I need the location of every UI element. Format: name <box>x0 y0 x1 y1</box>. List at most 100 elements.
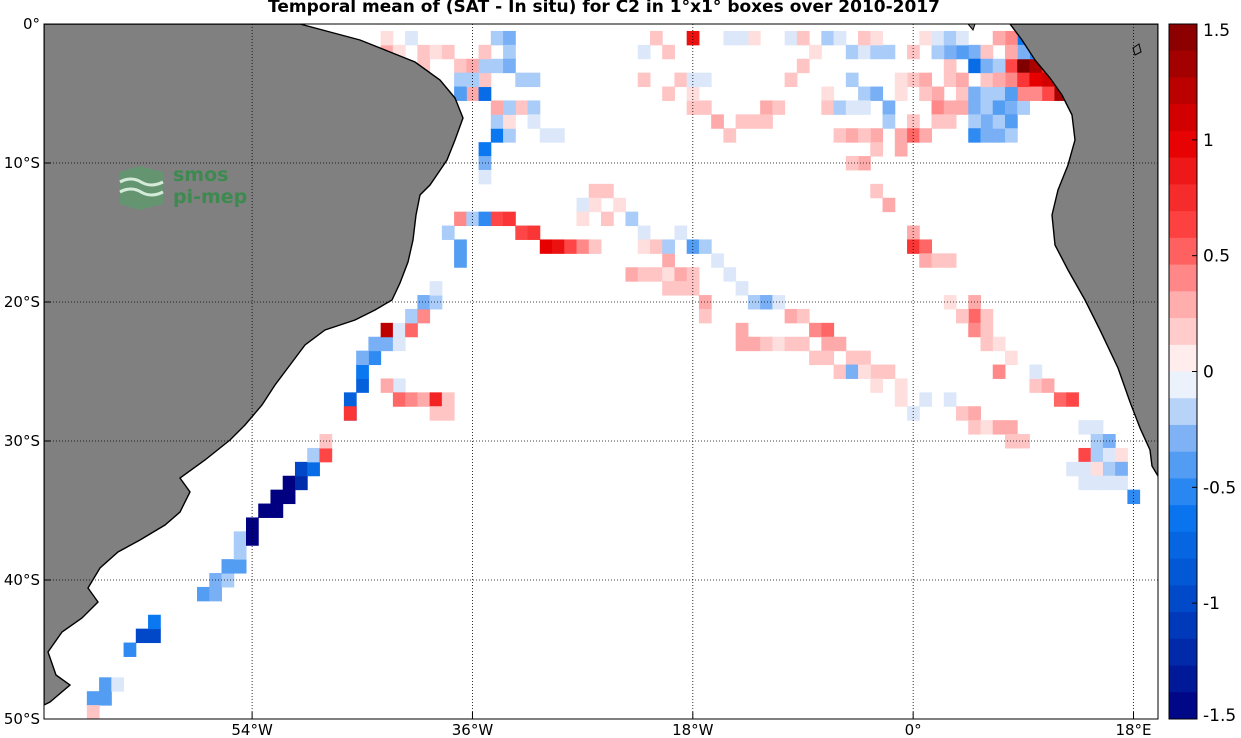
heatmap-cell <box>417 308 431 324</box>
heatmap-cell <box>343 406 357 421</box>
heatmap-cell <box>907 44 920 60</box>
heatmap-cells <box>86 30 1141 719</box>
heatmap-cell <box>343 392 357 407</box>
heatmap-cell <box>148 614 161 630</box>
heatmap-cell <box>980 58 994 74</box>
colorbar-swatch <box>1169 157 1197 185</box>
heatmap-cell <box>99 677 112 692</box>
colorbar-tick-label: 1.5 <box>1203 21 1230 41</box>
heatmap-cell <box>980 100 994 115</box>
heatmap-cell <box>588 239 602 254</box>
gridlines <box>44 24 1158 719</box>
heatmap-cell <box>454 72 467 88</box>
heatmap-cell <box>821 350 835 366</box>
heatmap-cell <box>919 128 933 143</box>
heatmap-cell <box>882 364 896 379</box>
colorbar-swatch <box>1169 505 1197 533</box>
heatmap-cell <box>148 628 161 644</box>
colorbar-swatch <box>1169 211 1197 239</box>
heatmap-cell <box>980 308 994 324</box>
heatmap-cell <box>870 44 884 60</box>
colorbar-tick-label: 1 <box>1203 131 1214 151</box>
heatmap-cell <box>588 183 602 199</box>
heatmap-cell <box>858 86 871 101</box>
lat-tick-label: 10°S <box>4 154 40 172</box>
heatmap-cell <box>454 58 467 74</box>
lat-tick-label: 30°S <box>4 432 40 450</box>
heatmap-cell <box>833 336 847 352</box>
heatmap-cell <box>956 100 969 115</box>
heatmap-cell <box>1004 30 1018 46</box>
lon-tick-label: 18°E <box>1115 721 1151 738</box>
heatmap-cell <box>980 86 994 101</box>
heatmap-cell <box>380 322 394 338</box>
colorbar-swatch <box>1169 264 1197 292</box>
heatmap-cell <box>1102 447 1116 463</box>
heatmap-cell <box>649 239 663 254</box>
heatmap-cell <box>221 559 235 574</box>
heatmap-cell <box>956 86 969 101</box>
heatmap-cell <box>625 267 639 282</box>
heatmap-cell <box>1029 86 1043 101</box>
heatmap-cell <box>245 531 259 546</box>
colorbar-swatch <box>1169 531 1197 560</box>
map-panel <box>43 23 1159 720</box>
heatmap-cell <box>662 86 675 101</box>
heatmap-cell <box>735 322 749 338</box>
colorbar-swatch <box>1169 24 1197 52</box>
heatmap-cell <box>405 392 418 407</box>
heatmap-cell <box>86 691 100 706</box>
colorbar-tick-label: 0 <box>1203 363 1214 383</box>
africa-land <box>1009 24 1158 478</box>
heatmap-cell <box>956 72 969 88</box>
heatmap-cell <box>637 72 651 88</box>
heatmap-cell <box>1004 420 1018 435</box>
heatmap-cell <box>686 30 700 46</box>
heatmap-cell <box>674 281 688 296</box>
heatmap-cell <box>552 239 565 254</box>
heatmap-cell <box>882 100 896 115</box>
heatmap-cell <box>503 58 516 74</box>
heatmap-cell <box>601 183 614 199</box>
heatmap-cell <box>197 586 210 602</box>
heatmap-cell <box>772 100 786 115</box>
heatmap-cell <box>735 281 749 296</box>
heatmap-cell <box>870 142 884 157</box>
heatmap-cell <box>723 267 737 282</box>
heatmap-cell <box>845 350 859 366</box>
heatmap-cell <box>454 211 467 227</box>
heatmap-cell <box>747 295 761 310</box>
heatmap-cell <box>1102 461 1116 477</box>
heatmap-cell <box>417 295 431 310</box>
heatmap-cell <box>735 30 749 46</box>
heatmap-cell <box>490 128 504 143</box>
heatmap-cell <box>282 489 296 505</box>
heatmap-cell <box>429 44 443 60</box>
heatmap-cell <box>956 308 969 324</box>
heatmap-cell <box>233 531 247 546</box>
heatmap-cell <box>931 114 945 129</box>
heatmap-cell <box>943 114 957 129</box>
heatmap-cell <box>1090 475 1104 491</box>
heatmap-cell <box>123 642 137 657</box>
colorbar-swatch <box>1169 451 1197 479</box>
heatmap-cell <box>111 677 125 692</box>
heatmap-cell <box>1078 447 1092 463</box>
heatmap-cell <box>992 128 1006 143</box>
heatmap-cell <box>735 114 749 129</box>
logo-mark-icon <box>119 166 164 210</box>
heatmap-cell <box>870 86 884 101</box>
heatmap-cell <box>1078 461 1092 477</box>
heatmap-cell <box>968 114 981 129</box>
colorbar-swatch <box>1169 77 1197 105</box>
heatmap-cell <box>907 114 920 129</box>
heatmap-cell <box>294 461 308 477</box>
heatmap-cell <box>784 30 798 46</box>
heatmap-cell <box>943 392 957 407</box>
heatmap-cell <box>772 336 786 352</box>
heatmap-cell <box>698 308 712 324</box>
heatmap-cell <box>980 128 994 143</box>
heatmap-cell <box>1090 447 1104 463</box>
heatmap-cell <box>662 239 675 254</box>
colorbar-swatch <box>1169 665 1197 693</box>
